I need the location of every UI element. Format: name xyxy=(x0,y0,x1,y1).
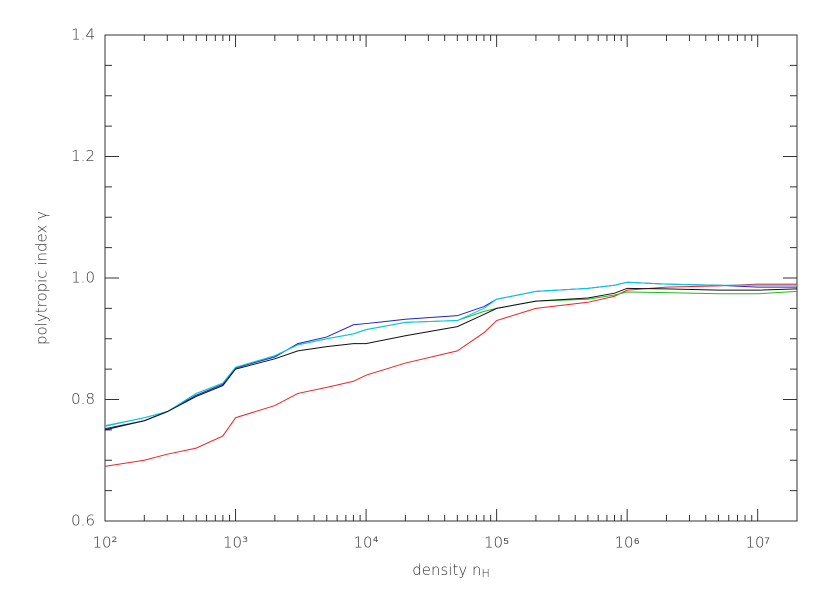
x-tick-label: 10⁷ xyxy=(745,534,770,552)
y-tick-label: 0.8 xyxy=(71,390,95,408)
y-tick-label: 0.6 xyxy=(71,512,95,530)
x-tick-label: 10² xyxy=(92,534,117,552)
series-line xyxy=(104,287,798,431)
series-line xyxy=(104,281,797,427)
series-line xyxy=(104,290,798,427)
series-line xyxy=(104,281,797,430)
x-axis-label-sub: H xyxy=(482,567,490,580)
x-tick-label: 10⁴ xyxy=(354,534,379,552)
x-tick-label: 10⁶ xyxy=(615,534,640,552)
x-axis-label-main: density n xyxy=(412,561,481,579)
x-tick-label: 10⁵ xyxy=(484,534,509,552)
y-tick-label: 1.4 xyxy=(71,26,95,44)
series-line xyxy=(104,283,797,467)
x-tick-label: 10³ xyxy=(223,534,248,552)
x-axis-label: density nH xyxy=(412,561,490,581)
y-axis-label: polytropic index γ xyxy=(33,211,51,345)
y-tick-label: 1.2 xyxy=(71,147,95,165)
plot-frame xyxy=(104,34,798,522)
y-tick-label: 1.0 xyxy=(71,269,95,287)
